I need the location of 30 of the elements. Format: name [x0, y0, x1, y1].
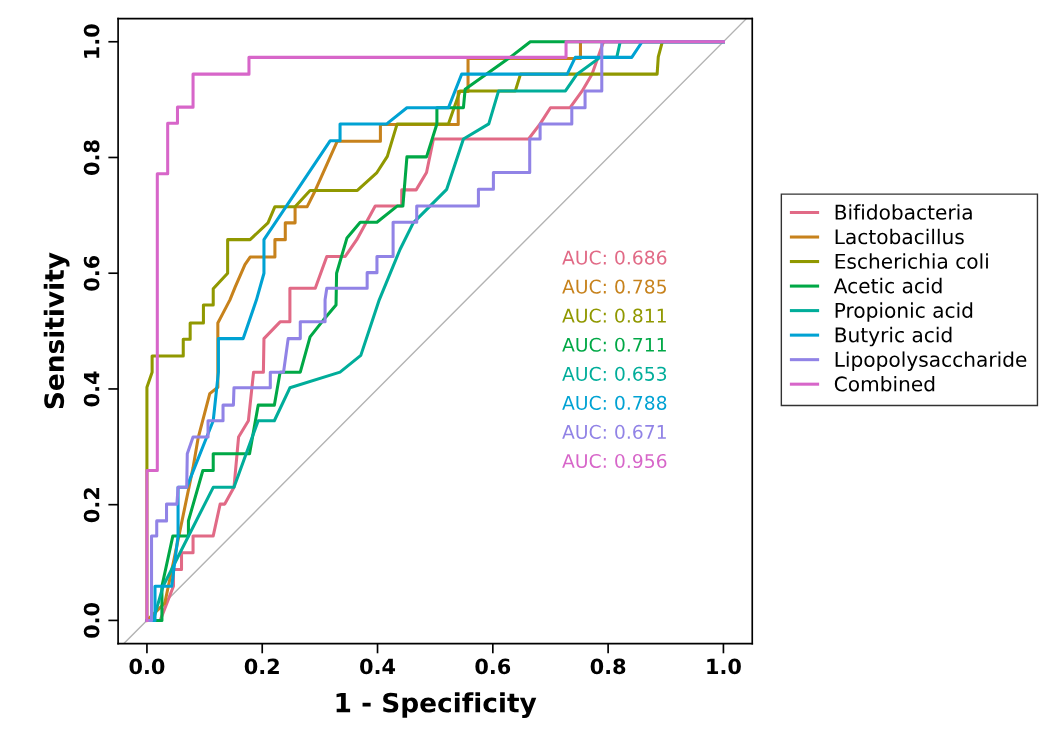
y-tick-label: 0.4 — [83, 371, 100, 407]
y-tick-label: 0.8 — [83, 140, 100, 175]
x-tick-label: 0.4 — [360, 658, 396, 675]
x-tick-label: 0.0 — [129, 658, 165, 675]
legend-label: Butyric acid — [835, 326, 952, 347]
legend-label: Escherichia coli — [835, 253, 988, 269]
legend-label: Propionic acid — [835, 302, 973, 322]
x-tick-label: 0.8 — [590, 658, 626, 675]
annotation: AUC: 0.788 — [562, 395, 667, 410]
legend-label: Combined — [834, 375, 935, 392]
x-tick-label: 0.6 — [475, 658, 511, 675]
y-tick-label: 1.0 — [83, 24, 100, 58]
annotation: AUC: 0.711 — [562, 337, 666, 352]
x-tick-label: 1.0 — [707, 658, 741, 675]
annotation: AUC: 0.686 — [562, 250, 667, 265]
y-tick-label: 0.6 — [83, 255, 100, 291]
legend-label: Lactobacillus — [835, 228, 964, 245]
annotation: AUC: 0.785 — [562, 279, 666, 294]
y-tick-label: 0.0 — [83, 602, 100, 638]
legend-label: Bifidobacteria — [835, 204, 972, 220]
legend-label: Lipopolysaccharide — [835, 351, 1027, 371]
annotation: AUC: 0.653 — [562, 366, 667, 381]
legend-label: Acetic acid — [833, 277, 942, 294]
y-tick-label: 0.2 — [83, 488, 100, 523]
x-tick-label: 0.2 — [244, 658, 279, 675]
annotation: AUC: 0.956 — [562, 453, 667, 469]
annotation: AUC: 0.811 — [562, 308, 666, 323]
y-axis-title: Sensitivity — [43, 252, 70, 409]
annotation: AUC: 0.671 — [562, 424, 666, 440]
x-axis-title: 1 - Specificity — [336, 692, 537, 718]
